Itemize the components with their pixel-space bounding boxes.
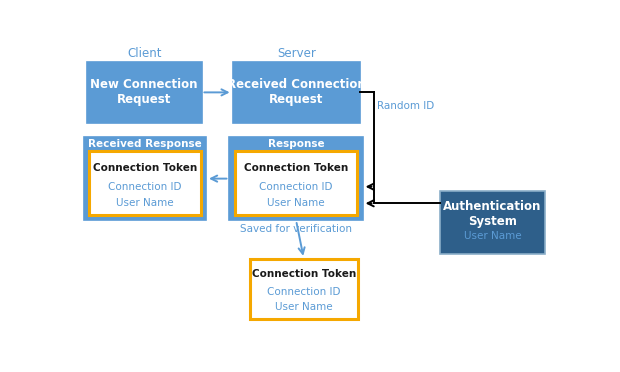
Text: Received Response: Received Response — [88, 139, 202, 149]
Text: Server: Server — [277, 47, 316, 60]
Text: Received Connection
Request: Received Connection Request — [227, 78, 366, 106]
FancyBboxPatch shape — [440, 191, 545, 254]
FancyBboxPatch shape — [235, 151, 357, 215]
Text: Connection Token: Connection Token — [244, 163, 348, 173]
Text: User Name: User Name — [275, 302, 332, 312]
Text: Random ID: Random ID — [378, 101, 435, 111]
FancyBboxPatch shape — [249, 259, 358, 319]
Text: User Name: User Name — [116, 198, 174, 208]
FancyBboxPatch shape — [229, 137, 363, 220]
Text: User Name: User Name — [464, 231, 521, 241]
FancyBboxPatch shape — [89, 151, 201, 215]
Text: Connection Token: Connection Token — [252, 269, 356, 279]
FancyBboxPatch shape — [84, 137, 206, 220]
Text: Response: Response — [268, 139, 324, 149]
FancyBboxPatch shape — [87, 62, 202, 123]
Text: Client: Client — [127, 47, 161, 60]
Text: Authentication
System: Authentication System — [443, 200, 542, 228]
FancyBboxPatch shape — [232, 62, 360, 123]
Text: Connection ID: Connection ID — [267, 287, 340, 297]
Text: Connection ID: Connection ID — [259, 182, 333, 192]
Text: Connection Token: Connection Token — [93, 163, 197, 173]
Text: New Connection
Request: New Connection Request — [91, 78, 198, 106]
Text: User Name: User Name — [267, 198, 325, 208]
Text: Connection ID: Connection ID — [108, 182, 182, 192]
Text: Saved for verification: Saved for verification — [240, 224, 352, 234]
